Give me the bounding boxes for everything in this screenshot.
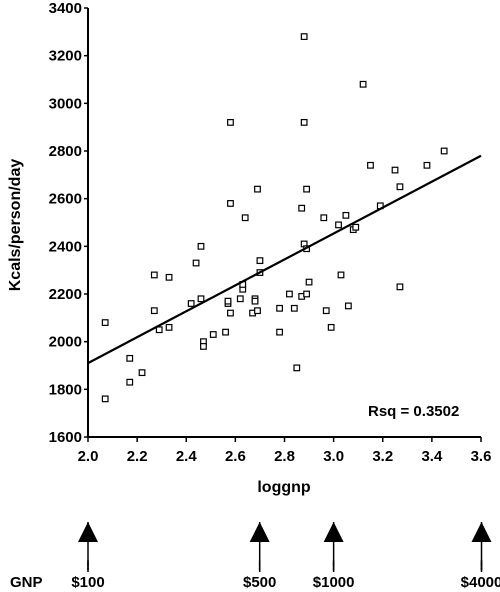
data-point: [300, 33, 308, 40]
data-point: [227, 309, 234, 317]
data-point: [303, 290, 311, 298]
y-tick-label: 2000: [49, 334, 82, 351]
gnp-arrow-head: [78, 522, 98, 542]
data-point: [126, 354, 134, 362]
data-point: [101, 319, 109, 326]
y-tick-label: 3400: [49, 0, 82, 17]
data-point: [337, 271, 345, 279]
data-point: [197, 242, 205, 250]
x-tick-label: 2.0: [78, 448, 99, 465]
y-axis-ticks: 1600 1800 2000 2200 2400 2600 2800 3000 3200 3400: [49, 0, 88, 446]
data-point: [251, 297, 259, 305]
gnp-marker-label: $500: [243, 574, 276, 591]
data-point: [293, 364, 301, 372]
data-point: [241, 214, 249, 222]
data-point: [150, 307, 158, 315]
gnp-arrow-head: [471, 522, 492, 542]
gnp-scale-label: GNP: [10, 574, 43, 591]
data-point: [138, 369, 146, 377]
x-tick-label: 3.6: [471, 448, 492, 465]
data-point: [352, 223, 360, 231]
data-point: [126, 378, 134, 386]
data-point: [396, 283, 404, 291]
data-point: [423, 161, 431, 169]
regression-line: [87, 154, 482, 365]
data-point: [290, 304, 298, 312]
data-point: [320, 214, 328, 222]
gnp-marker-label: $100: [71, 574, 104, 591]
data-point: [391, 166, 399, 174]
data-point: [256, 257, 264, 265]
x-tick-label: 2.8: [274, 448, 295, 465]
y-tick-label: 2600: [49, 191, 82, 208]
x-axis-title: loggnp: [257, 479, 311, 496]
gnp-arrow-head: [323, 522, 344, 542]
data-point: [254, 307, 261, 315]
data-point: [197, 295, 205, 303]
data-point: [200, 343, 207, 350]
gnp-arrow-head: [249, 522, 270, 542]
y-axis-title: Kcals/person/day: [7, 159, 24, 292]
data-point: [286, 290, 293, 298]
data-point: [222, 328, 229, 336]
data-point: [303, 185, 311, 193]
data-point: [335, 221, 342, 229]
data-point: [227, 118, 234, 126]
data-point: [165, 273, 173, 281]
y-tick-label: 2800: [49, 143, 82, 160]
x-tick-label: 2.2: [127, 448, 148, 465]
data-point: [344, 302, 352, 310]
data-point: [101, 395, 109, 403]
data-point: [227, 200, 234, 207]
data-point: [298, 204, 306, 212]
data-point: [440, 147, 448, 155]
gnp-marker-label: $4000: [461, 574, 500, 591]
x-tick-label: 2.4: [176, 448, 198, 465]
data-point: [224, 297, 232, 305]
data-point: [254, 185, 261, 193]
data-point: [155, 326, 163, 334]
data-point: [276, 304, 283, 312]
gnp-marker-label: $1000: [313, 574, 355, 591]
data-point: [192, 259, 200, 267]
data-point: [327, 323, 335, 331]
y-tick-label: 1800: [49, 381, 82, 398]
gnp-scale: $100 $500 $1000 $4000: [71, 522, 500, 591]
data-point: [209, 331, 217, 338]
data-point: [367, 161, 374, 169]
x-tick-label: 3.2: [372, 448, 393, 465]
data-point: [150, 271, 158, 279]
data-point: [305, 278, 313, 286]
y-tick-label: 2200: [49, 286, 82, 303]
x-tick-label: 3.4: [421, 448, 443, 465]
data-point: [165, 323, 173, 331]
x-tick-label: 3.0: [323, 448, 344, 465]
data-point: [300, 118, 308, 126]
y-tick-label: 3200: [49, 48, 82, 65]
data-point: [359, 80, 367, 88]
data-points: [101, 33, 448, 403]
x-tick-label: 2.6: [225, 448, 246, 465]
y-tick-label: 3000: [49, 95, 82, 112]
x-axis-ticks: 2.0 2.2 2.4 2.6 2.8 3.0 3.2 3.4 3.6: [78, 437, 492, 465]
data-point: [342, 211, 350, 219]
data-point: [276, 328, 283, 336]
rsq-annotation: Rsq = 0.3502: [368, 403, 459, 420]
data-point: [396, 183, 404, 191]
y-tick-label: 2400: [49, 238, 82, 255]
axes: [87, 8, 481, 438]
data-point: [187, 300, 195, 307]
data-point: [322, 307, 330, 315]
y-tick-label: 1600: [49, 429, 82, 446]
data-point: [236, 295, 244, 303]
